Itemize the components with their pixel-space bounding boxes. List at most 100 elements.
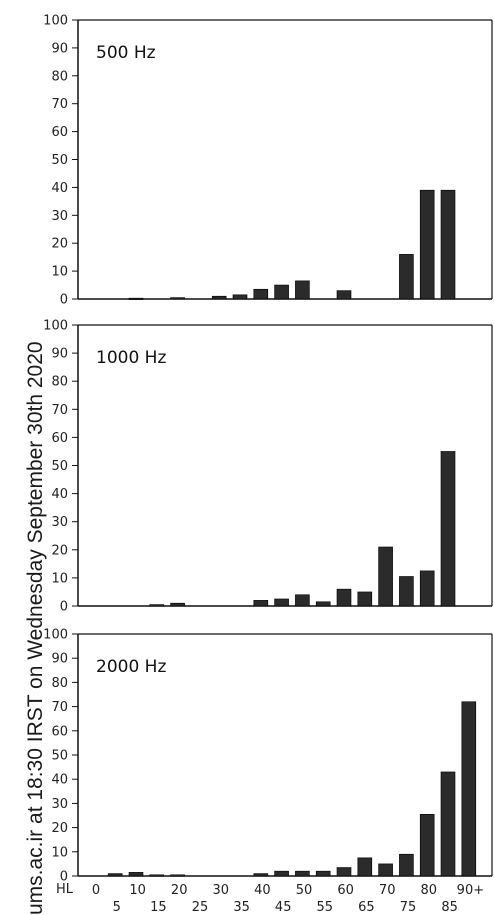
y-tick-label: 10 <box>51 265 68 280</box>
y-tick-label: 90 <box>51 652 68 667</box>
bar <box>440 451 456 607</box>
bar <box>461 701 477 877</box>
bar <box>399 254 414 300</box>
bar <box>336 290 352 300</box>
x-tick-label-upper: 90+ <box>457 883 484 898</box>
y-tick-label: 20 <box>51 237 68 252</box>
bar <box>274 598 289 607</box>
y-tick-label: 100 <box>43 628 68 643</box>
watermark-text: ums.ac.ir at 18:30 IRST on Wednesday Sep… <box>24 341 47 915</box>
x-tick-label-lower: 85 <box>441 900 458 915</box>
bar <box>440 771 456 877</box>
y-tick-label: 80 <box>51 69 68 84</box>
y-tick-label: 40 <box>51 181 68 196</box>
x-tick-label-upper: 10 <box>129 883 146 898</box>
bar <box>295 594 310 607</box>
bar <box>211 295 227 300</box>
x-axis-labels: HL 0 10 20 30 40 50 60 70 80 90+ 5 15 25 35 45 55 65 75 85 <box>56 882 484 915</box>
y-tick-label: 30 <box>51 797 68 812</box>
bar <box>128 297 144 300</box>
bar <box>357 857 373 877</box>
x-tick-label-lower: 65 <box>358 900 375 915</box>
x-tick-label-lower: 25 <box>192 900 209 915</box>
bar <box>399 576 414 607</box>
panel-title: 2000 Hz <box>96 657 166 677</box>
x-tick-label-lower: 55 <box>317 900 334 915</box>
x-tick-label-upper: 40 <box>254 883 271 898</box>
bar <box>419 813 435 877</box>
bar <box>170 297 185 300</box>
bar <box>128 872 144 877</box>
x-tick-label-upper: 80 <box>421 883 438 898</box>
bar <box>357 591 373 607</box>
bar <box>274 284 289 300</box>
y-tick-label: 90 <box>51 347 68 362</box>
bar <box>315 601 331 607</box>
bar <box>253 600 269 607</box>
bar <box>419 189 435 300</box>
x-tick-label-upper: 0 <box>92 883 100 898</box>
bar <box>107 873 123 877</box>
x-tick-label-upper: 60 <box>337 883 354 898</box>
bar <box>399 853 414 877</box>
chart-panel-1: 0 10 20 30 40 50 60 70 80 90 100 500 Hz <box>43 14 493 308</box>
x-tick-label-upper: 20 <box>171 883 188 898</box>
bar <box>336 588 352 607</box>
panel-title: 500 Hz <box>96 43 156 63</box>
y-tick-label: 70 <box>51 700 68 715</box>
x-axis-hl-label: HL <box>56 882 74 897</box>
y-tick-label: 60 <box>51 125 68 140</box>
y-tick-label: 0 <box>60 293 68 308</box>
y-tick-label: 60 <box>51 431 68 446</box>
bar <box>295 280 310 300</box>
bar <box>149 604 165 607</box>
y-tick-label: 70 <box>51 97 68 112</box>
bar <box>440 189 456 300</box>
bar <box>170 874 185 877</box>
y-tick-label: 20 <box>51 821 68 836</box>
y-tick-label: 30 <box>51 209 68 224</box>
y-tick-label: 10 <box>51 845 68 860</box>
y-tick-label: 50 <box>51 459 68 474</box>
bar <box>378 863 393 877</box>
x-tick-label-lower: 15 <box>150 900 167 915</box>
y-tick-label: 80 <box>51 375 68 390</box>
y-tick-label: 60 <box>51 724 68 739</box>
x-tick-label-lower: 75 <box>400 900 417 915</box>
y-tick-label: 100 <box>43 319 68 334</box>
panel-title: 1000 Hz <box>96 348 166 368</box>
bar <box>419 570 435 607</box>
x-tick-label-lower: 45 <box>275 900 292 915</box>
y-tick-label: 80 <box>51 676 68 691</box>
bar <box>253 873 269 877</box>
bar <box>149 874 165 877</box>
y-tick-label: 100 <box>43 14 68 29</box>
y-tick-label: 30 <box>51 515 68 530</box>
y-tick-label: 50 <box>51 153 68 168</box>
x-tick-label-upper: 70 <box>379 883 396 898</box>
bar <box>274 870 289 877</box>
x-tick-label-upper: 30 <box>213 883 230 898</box>
y-tick-label: 0 <box>60 600 68 615</box>
x-tick-label-upper: 50 <box>296 883 313 898</box>
x-tick-label-lower: 35 <box>233 900 250 915</box>
y-tick-label: 70 <box>51 403 68 418</box>
x-tick-label-lower: 5 <box>113 900 121 915</box>
y-tick-label: 90 <box>51 41 68 56</box>
chart-panel-3: 0 10 20 30 40 50 60 70 80 90 100 2000 Hz <box>43 628 493 885</box>
y-tick-label: 40 <box>51 487 68 502</box>
bar <box>253 288 269 300</box>
y-tick-label: 40 <box>51 773 68 788</box>
bar <box>315 870 331 877</box>
y-tick-label: 10 <box>51 571 68 586</box>
y-tick-label: 20 <box>51 543 68 558</box>
bar <box>378 546 393 607</box>
chart-panel-2: 0 10 20 30 40 50 60 70 80 90 100 1000 Hz <box>43 319 493 615</box>
y-tick-label: 0 <box>60 870 68 885</box>
bar <box>336 867 352 877</box>
bar <box>295 870 310 877</box>
y-tick-label: 50 <box>51 749 68 764</box>
bar <box>232 294 248 300</box>
